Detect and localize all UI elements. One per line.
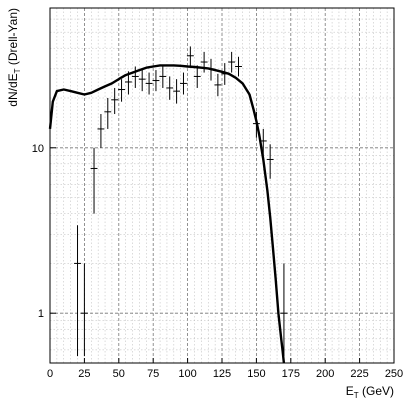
data-point (259, 128, 267, 156)
x-axis-label: ET (GeV) (346, 384, 394, 400)
x-tick-label: 0 (47, 368, 53, 380)
y-tick-labels: 1 10 (32, 143, 56, 320)
data-point (235, 56, 242, 77)
x-axis-label-unit: (GeV) (359, 384, 394, 398)
data-point (228, 51, 236, 73)
data-point (214, 73, 222, 97)
x-axis-label-sub: T (354, 391, 359, 400)
data-point (186, 46, 194, 67)
grid (50, 8, 394, 363)
data-point (124, 71, 132, 95)
curve-layer (48, 64, 286, 364)
data-point (90, 147, 98, 214)
x-tick-label: 25 (78, 368, 90, 380)
y-axis-label-sub: T (13, 68, 22, 73)
x-tick-label: 175 (282, 368, 300, 380)
data-point (118, 79, 125, 102)
x-tick-label: 75 (147, 368, 159, 380)
data-point (152, 70, 160, 92)
data-point (131, 66, 139, 88)
data-point (266, 144, 274, 179)
x-tick-label: 100 (178, 368, 196, 380)
y-axis-label-main: dN/dE (6, 73, 20, 106)
data-point (111, 87, 119, 115)
y-axis-label-tail: (Drell-Yan) (6, 8, 20, 68)
x-tick-label: 50 (113, 368, 125, 380)
data-point (145, 72, 153, 95)
y-tick-label: 10 (32, 143, 44, 155)
data-point (97, 114, 105, 148)
theory-curve (48, 64, 286, 364)
x-tick-label: 125 (213, 368, 231, 380)
x-tick-label: 250 (385, 368, 403, 380)
data-point (173, 79, 181, 104)
data-point (80, 263, 88, 357)
x-axis-label-main: E (346, 384, 354, 398)
x-tick-label: 200 (316, 368, 334, 380)
y-axis-label: dN/dET (Drell-Yan) (6, 8, 22, 107)
data-point (280, 263, 288, 357)
x-tick-label: 150 (247, 368, 265, 380)
x-tick-label: 225 (350, 368, 368, 380)
data-point (104, 97, 112, 129)
data-point (159, 65, 167, 88)
data-point (74, 225, 81, 357)
data-point (166, 76, 174, 100)
data-point (221, 63, 229, 85)
x-tick-labels: 0 25 50 75 100 125 150 175 200 225 250 (47, 358, 403, 380)
data-point (252, 111, 260, 138)
data-point (138, 68, 146, 92)
data-points (74, 46, 288, 357)
y-tick-label: 1 (38, 308, 44, 320)
data-point (193, 65, 201, 88)
data-point (180, 72, 187, 95)
data-point (200, 51, 208, 73)
data-point (207, 58, 215, 81)
